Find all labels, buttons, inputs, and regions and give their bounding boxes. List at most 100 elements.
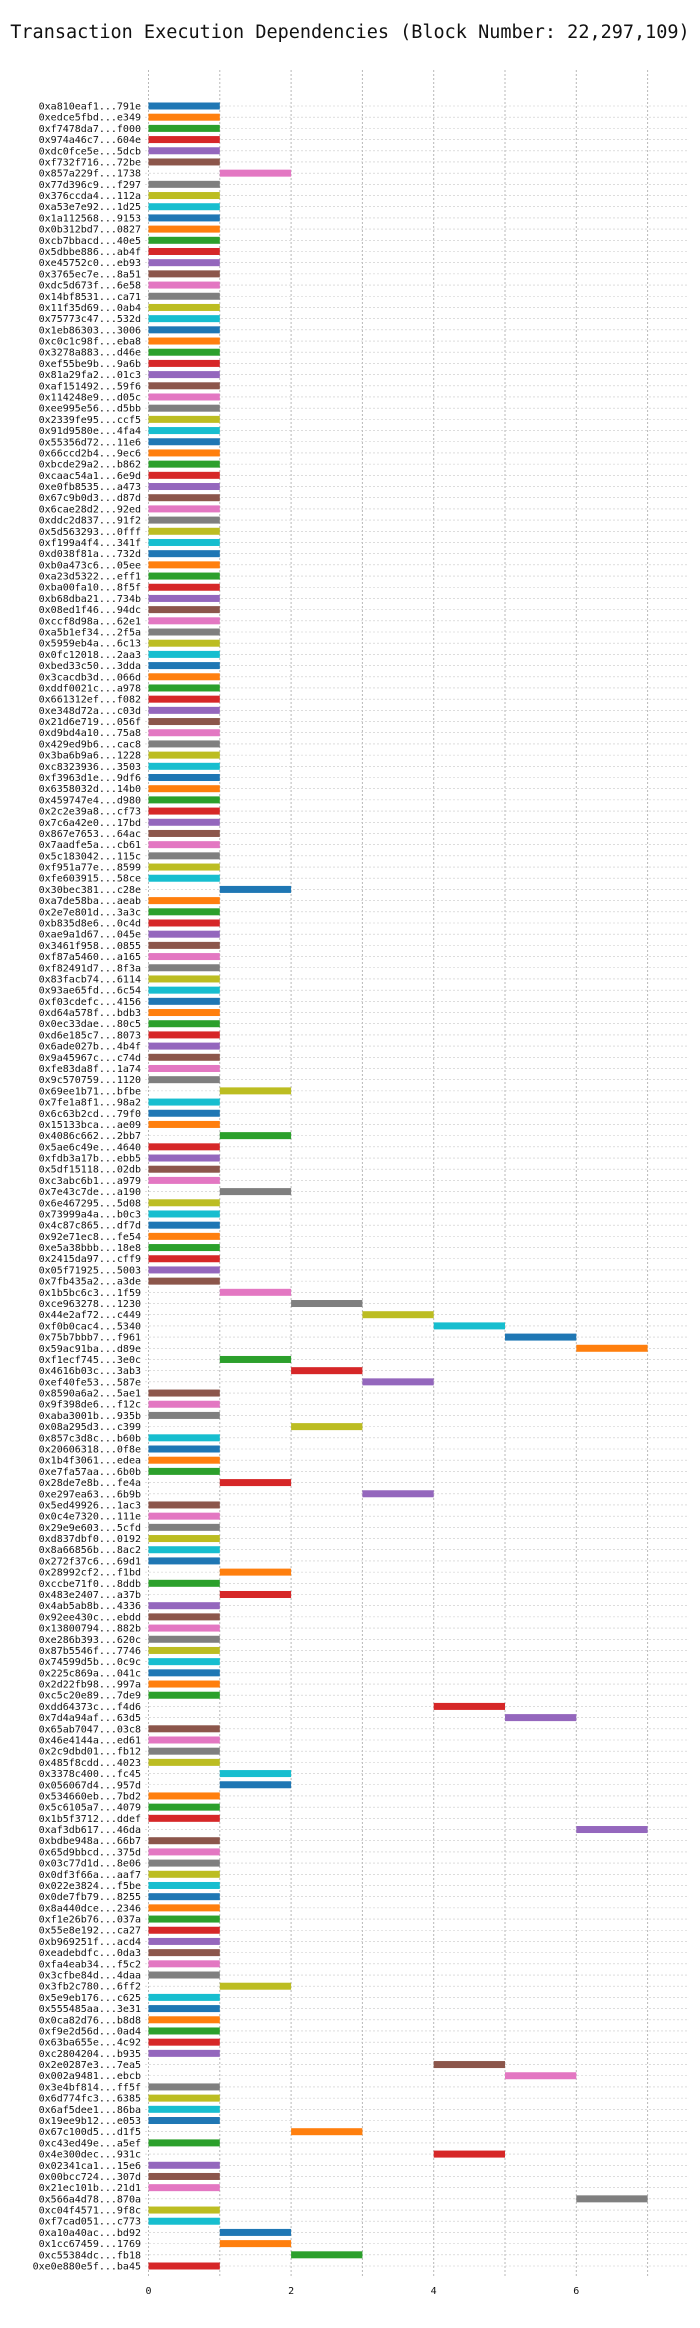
- tx-label: 0xc43ed49e...a5ef: [39, 2138, 141, 2149]
- tx-bar: [148, 975, 220, 983]
- tx-label: 0x857a229f...1738: [39, 169, 141, 180]
- tx-label: 0x8590a6a2...5ae1: [39, 1389, 141, 1400]
- tx-label: 0x44e2af72...c449: [39, 1310, 141, 1321]
- tx-label: 0x0c4e7320...111e: [39, 1512, 141, 1523]
- tx-label: 0xdc0fce5e...5dcb: [39, 146, 141, 157]
- tx-label: 0x63ba655e...4c92: [39, 2038, 141, 2049]
- tx-bar: [148, 1635, 220, 1643]
- tx-label: 0xc2804204...b935: [39, 2049, 141, 2060]
- tx-bar: [148, 953, 220, 961]
- tx-bar: [148, 1020, 220, 1028]
- tx-label: 0xee995e56...d5bb: [39, 404, 141, 415]
- tx-bar: [148, 1053, 220, 1061]
- tx-label: 0x3ba6b9a6...1228: [39, 751, 141, 762]
- tx-bar: [148, 113, 220, 121]
- tx-bar: [148, 1154, 220, 1162]
- tx-label: 0x1b5f3712...ddef: [39, 1814, 141, 1825]
- tx-bar: [148, 1456, 220, 1464]
- x-tick-layer: 0 2 4 6: [145, 2286, 579, 2297]
- tx-label: 0xf199a4f4...341f: [39, 538, 141, 549]
- tx-label: 0x3fb2c780...6ff2: [39, 1982, 141, 1993]
- tx-bar: [148, 315, 220, 323]
- tx-bar: [148, 874, 220, 882]
- tx-label: 0xf9e2d56d...0ad4: [39, 2026, 141, 2037]
- tx-label: 0x5ae6c49e...4640: [39, 1142, 141, 1153]
- tx-bar: [148, 2139, 220, 2147]
- tx-label: 0x272f37c6...69d1: [39, 1556, 141, 1567]
- tx-bar: [148, 639, 220, 647]
- tx-bar: [148, 527, 220, 535]
- tx-bar: [148, 1411, 220, 1419]
- tx-label: 0x65ab7047...03c8: [39, 1724, 141, 1735]
- tx-bar: [148, 359, 220, 367]
- tx-label: 0xb835d8e6...0c4d: [39, 918, 141, 929]
- tx-label: 0xf82491d7...8f3a: [39, 963, 141, 974]
- tx-bar: [148, 2206, 220, 2214]
- tx-bar: [148, 1736, 220, 1744]
- tx-label: 0xf7cad051...c773: [39, 2217, 141, 2228]
- tx-label: 0x2e0287e3...7ea5: [39, 2060, 141, 2071]
- tx-label: 0xaba3001b...935b: [39, 1411, 141, 1422]
- tx-label: 0xfe83da8f...1a74: [39, 1064, 141, 1075]
- tx-label: 0x1b5bc6c3...1f59: [39, 1288, 141, 1299]
- tx-label: 0xa53e7e92...1d25: [39, 202, 141, 213]
- tx-label: 0xa23d5322...eff1: [39, 572, 141, 583]
- tx-bar: [148, 1165, 220, 1173]
- tx-bar: [148, 1501, 220, 1509]
- tx-label: 0x46e4144a...ed61: [39, 1735, 141, 1746]
- tx-label: 0x55356d72...11e6: [39, 437, 141, 448]
- tx-label: 0xa7de58ba...aeab: [39, 896, 141, 907]
- tx-bar: [148, 1814, 220, 1822]
- tx-label: 0x08a295d3...c399: [39, 1422, 141, 1433]
- tx-label: 0xe348d72a...c03d: [39, 706, 141, 717]
- tx-label: 0x8a66856b...8ac2: [39, 1545, 141, 1556]
- tx-bar: [148, 1859, 220, 1867]
- tx-bar: [148, 561, 220, 569]
- tx-label-layer: 0xa810eaf1...791e0xedce5fbd...e3490xf747…: [33, 102, 141, 2273]
- tx-label: 0xc5c20e89...7de9: [39, 1691, 141, 1702]
- tx-label: 0xcaac54a1...6e9d: [39, 471, 141, 482]
- tx-label: 0x1cc67459...1769: [39, 2239, 141, 2250]
- tx-label: 0x7c6a42e0...17bd: [39, 818, 141, 829]
- tx-label: 0xf1e26b76...037a: [39, 1915, 141, 1926]
- tx-bar: [148, 751, 220, 759]
- tx-bar: [148, 203, 220, 211]
- tx-label: 0xbdbe948a...66b7: [39, 1836, 141, 1847]
- tx-label: 0x6c63b2cd...79f0: [39, 1109, 141, 1120]
- tx-label: 0xccbe71f0...8ddb: [39, 1579, 141, 1590]
- tx-label: 0xef55be9b...9a6b: [39, 359, 141, 370]
- tx-label: 0x555485aa...3e31: [39, 2004, 141, 2015]
- tx-label: 0xf3963d1e...9df6: [39, 773, 141, 784]
- tx-bar: [148, 852, 220, 860]
- x-tick-label: 4: [431, 2286, 437, 2297]
- tx-label: 0x114248e9...d05c: [39, 392, 141, 403]
- tx-bar: [219, 1355, 292, 1363]
- tx-label: 0xedce5fbd...e349: [39, 113, 141, 124]
- tx-bar: [148, 1893, 220, 1901]
- tx-bar: [291, 1423, 363, 1431]
- tx-bar: [148, 2262, 220, 2270]
- tx-label: 0x67c100d5...d1f5: [39, 2127, 141, 2138]
- tx-label: 0x974a46c7...604e: [39, 135, 141, 146]
- tx-bar: [148, 538, 220, 546]
- tx-bar: [148, 572, 220, 580]
- tx-bar: [148, 2005, 220, 2013]
- tx-bar: [148, 1837, 220, 1845]
- tx-bar: [148, 919, 220, 927]
- tx-label: 0xe45752c0...eb93: [39, 258, 141, 269]
- bar-layer: [148, 102, 648, 2270]
- tx-label: 0x6358032d...14b0: [39, 784, 141, 795]
- tx-bar: [148, 1926, 220, 1934]
- tx-label: 0x81a29fa2...01c3: [39, 370, 141, 381]
- tx-label: 0xa10a40ac...bd92: [39, 2228, 141, 2239]
- tx-label: 0x4ab5ab8b...4336: [39, 1601, 141, 1612]
- tx-label: 0xd9bd4a10...75a8: [39, 728, 141, 739]
- tx-bar: [148, 348, 220, 356]
- tx-bar: [148, 863, 220, 871]
- tx-bar: [148, 897, 220, 905]
- tx-label: 0xfe603915...58ce: [39, 874, 141, 885]
- tx-bar: [219, 1188, 292, 1196]
- tx-bar: [576, 1344, 648, 1352]
- tx-label: 0xd038f81a...732d: [39, 549, 141, 560]
- tx-label: 0x15133bca...ae09: [39, 1120, 141, 1131]
